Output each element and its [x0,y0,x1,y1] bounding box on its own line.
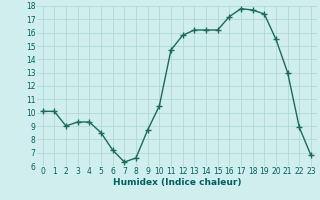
X-axis label: Humidex (Indice chaleur): Humidex (Indice chaleur) [113,178,241,187]
